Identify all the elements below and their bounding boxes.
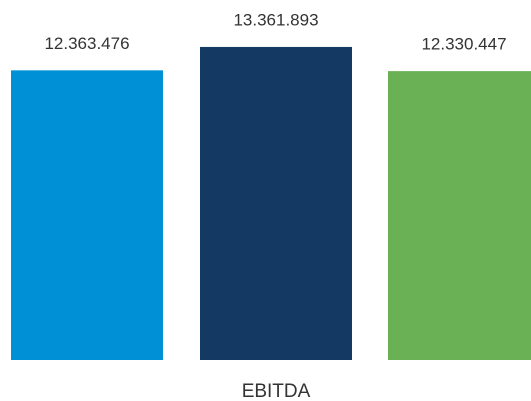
x-tick-label: EBITDA (242, 381, 311, 401)
data-label: 12.330.447 (421, 35, 506, 54)
bar (11, 70, 163, 360)
data-label: 12.363.476 (44, 34, 129, 53)
bar (200, 46, 352, 360)
bar (388, 71, 531, 361)
data-label: 13.361.893 (233, 10, 318, 29)
